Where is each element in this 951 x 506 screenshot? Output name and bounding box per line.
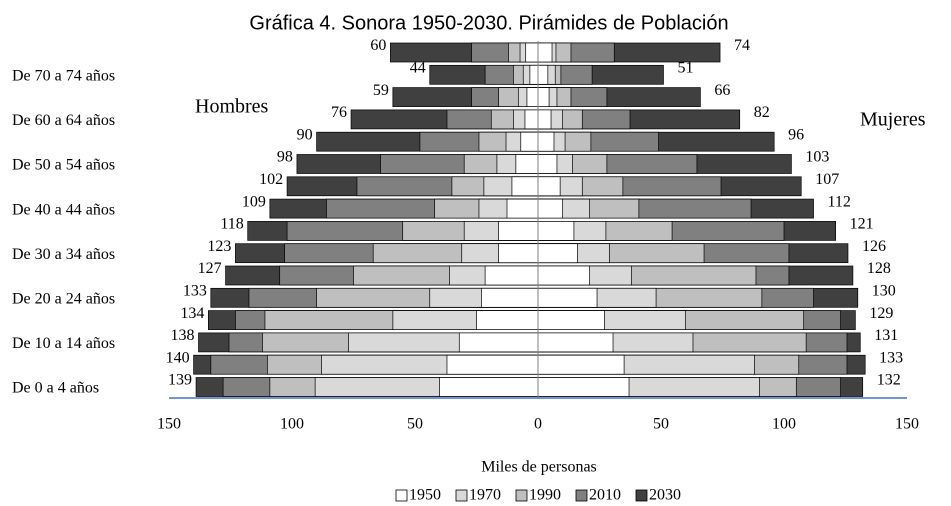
data-label-men: 76 [331, 104, 347, 121]
legend-swatch [575, 489, 588, 502]
data-label-men: 59 [373, 82, 389, 99]
y-tick-label: De 60 a 64 años [12, 112, 115, 129]
bar-women [537, 198, 563, 219]
data-label-men: 134 [180, 305, 204, 322]
x-tick-label: 50 [653, 416, 669, 433]
legend-label: 1950 [409, 487, 441, 504]
data-label-women: 51 [677, 59, 693, 76]
bar-women [537, 64, 549, 85]
bar-women [537, 265, 591, 286]
data-label-men: 138 [171, 327, 195, 344]
data-label-women: 66 [714, 82, 730, 99]
data-label-men: 102 [259, 171, 283, 188]
data-label-women: 129 [869, 305, 893, 322]
bar-men [526, 87, 539, 107]
chart-title: Gráfica 4. Sonora 1950-2030. Pirámides d… [249, 12, 728, 34]
bar-women [537, 310, 605, 330]
data-label-women: 107 [815, 171, 839, 188]
legend-swatch [455, 489, 468, 502]
legend-swatch [395, 489, 408, 502]
legend-label: 1970 [469, 487, 501, 504]
data-label-men: 98 [277, 149, 293, 166]
data-label-men: 60 [370, 37, 386, 54]
bar-men [525, 42, 539, 63]
bar-men [446, 354, 539, 375]
data-label-women: 82 [754, 104, 770, 121]
left-label: Hombres [195, 96, 269, 118]
data-label-men: 44 [410, 59, 426, 76]
x-tick-label: 50 [407, 416, 423, 433]
data-label-men: 118 [220, 216, 243, 233]
bar-men [458, 332, 539, 353]
y-tick-label: De 30 a 34 años [12, 246, 115, 263]
legend-label: 1990 [529, 487, 561, 504]
bar-women [537, 243, 578, 264]
x-axis-title: Miles de personas [481, 459, 597, 476]
bar-women [537, 377, 630, 397]
data-label-men: 90 [297, 126, 313, 143]
x-tick-label: 100 [280, 416, 304, 433]
data-label-men: 127 [198, 260, 222, 277]
data-label-women: 126 [862, 238, 886, 255]
data-label-women: 133 [879, 349, 903, 366]
bar-men [515, 154, 539, 174]
legend-label: 2010 [589, 487, 621, 504]
bar-men [484, 265, 539, 286]
bar-men [476, 310, 539, 330]
data-label-women: 128 [867, 260, 891, 277]
bar-men [511, 176, 539, 197]
x-tick-label: 100 [772, 416, 796, 433]
data-label-women: 103 [805, 149, 829, 166]
bar-women [537, 332, 614, 353]
x-tick-label: 150 [895, 416, 919, 433]
legend-swatch [635, 489, 648, 502]
bar-women [537, 176, 561, 197]
bar-men [529, 64, 539, 85]
data-label-women: 96 [788, 126, 804, 143]
bar-men [524, 109, 539, 130]
bar-women [537, 87, 550, 107]
bar-women [537, 42, 553, 63]
y-tick-label: De 70 a 74 años [12, 67, 115, 84]
x-tick-label: 150 [157, 416, 181, 433]
data-label-women: 74 [734, 37, 750, 54]
legend-swatch [515, 489, 528, 502]
y-tick-label: De 20 a 24 años [12, 290, 115, 307]
bar-men [439, 377, 539, 397]
bar-men [520, 131, 539, 152]
bar-women [537, 154, 558, 174]
bar-men [481, 287, 539, 308]
bar-women [537, 131, 555, 152]
y-tick-label: De 50 a 54 años [12, 157, 115, 174]
y-tick-label: De 40 a 44 años [12, 201, 115, 218]
data-label-men: 109 [242, 193, 266, 210]
bar-women [537, 354, 625, 375]
bar-women [537, 109, 552, 130]
data-label-women: 132 [877, 372, 901, 389]
data-label-women: 130 [872, 282, 896, 299]
data-label-men: 123 [207, 238, 231, 255]
y-tick-label: De 10 a 14 años [12, 335, 115, 352]
legend-label: 2030 [649, 487, 681, 504]
data-label-women: 131 [874, 327, 898, 344]
right-label: Mujeres [860, 109, 926, 131]
data-label-men: 139 [168, 372, 192, 389]
bar-men [498, 243, 539, 264]
x-tick-label: 0 [534, 416, 542, 433]
bar-women [537, 287, 598, 308]
y-tick-label: De 0 a 4 años [12, 380, 99, 397]
bar-women [537, 221, 575, 241]
bar-men [506, 198, 539, 219]
data-label-men: 140 [166, 349, 190, 366]
data-label-men: 133 [183, 282, 207, 299]
data-label-women: 112 [828, 193, 851, 210]
bar-men [498, 221, 539, 241]
data-label-women: 121 [850, 216, 874, 233]
